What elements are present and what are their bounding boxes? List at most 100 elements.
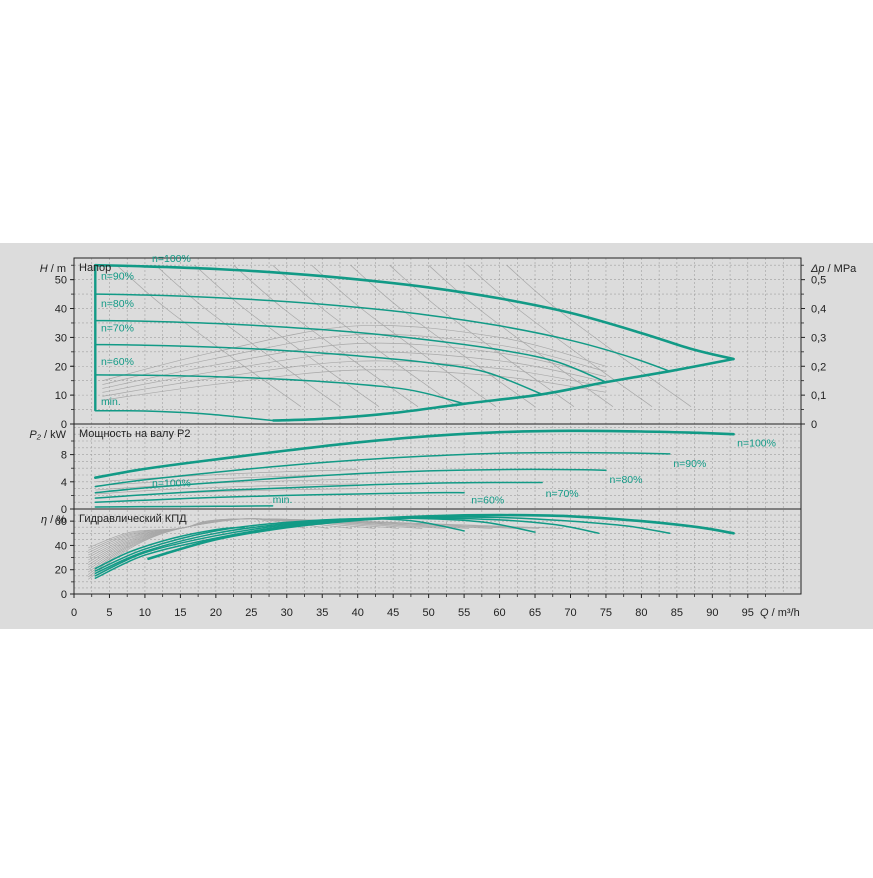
aux-iso-curve — [116, 264, 302, 407]
series-label-power-3: n=70% — [546, 488, 579, 500]
series-head-4 — [94, 374, 465, 405]
x-tick-label: 50 — [423, 607, 435, 619]
y-tick-label: 50 — [55, 275, 67, 287]
y2-tick-label: 0,4 — [811, 304, 826, 316]
y-tick-label: 40 — [55, 304, 67, 316]
x-tick-label: 55 — [458, 607, 470, 619]
x-tick-label: 5 — [106, 607, 112, 619]
series-label-power-1: n=90% — [673, 458, 706, 470]
aux-efficiency-curve — [102, 360, 607, 397]
x-tick-label: 35 — [316, 607, 328, 619]
y2-tick-label: 0,3 — [811, 332, 826, 344]
y2-tick-label: 0,1 — [811, 390, 826, 402]
series-power-3 — [94, 481, 543, 499]
x-axis-unit: / m³/h — [769, 607, 800, 619]
aux-eff-curve — [88, 518, 563, 549]
y-tick-label: 60 — [55, 516, 67, 528]
series-label-head-3: n=70% — [101, 323, 134, 335]
x-tick-label: 30 — [281, 607, 293, 619]
y-tick-label: 10 — [55, 390, 67, 402]
series-label-power-4: n=60% — [471, 495, 504, 507]
y-tick-label: 20 — [55, 361, 67, 373]
series-power-2 — [94, 468, 607, 494]
series-label-power-5: min. — [273, 494, 293, 506]
aux-iso-curve — [233, 264, 419, 407]
x-tick-label: 15 — [174, 607, 186, 619]
aux-iso-curve — [311, 264, 497, 407]
aux-iso-curve — [506, 264, 692, 407]
series-label-head-2: n=80% — [101, 298, 134, 310]
series-head-5 — [94, 409, 274, 422]
series-head-1 — [94, 293, 671, 372]
series-power-4 — [94, 491, 465, 503]
y-axis-unit: / kW — [41, 429, 67, 441]
series-eff-5 — [94, 526, 245, 570]
series-head-0 — [94, 263, 735, 361]
aux-efficiency-curve — [102, 369, 607, 401]
x-tick-label: 65 — [529, 607, 541, 619]
series-label-power-2: n=80% — [609, 474, 642, 486]
aux-iso-curve — [155, 264, 341, 407]
x-tick-label: 95 — [742, 607, 754, 619]
x-axis-label: Q / m³/h — [760, 607, 800, 619]
x-tick-label: 85 — [671, 607, 683, 619]
y-tick-label: 0 — [61, 504, 67, 516]
series-power-0 — [94, 429, 735, 479]
y-tick-label: 30 — [55, 332, 67, 344]
aux-efficiency-curve — [102, 325, 607, 382]
x-axis-symbol: Q — [760, 607, 769, 619]
y2-tick-label: 0,2 — [811, 361, 826, 373]
aux-label-power: n=100% — [152, 478, 191, 490]
y-axis-symbol: η — [41, 514, 47, 526]
series-head-3 — [94, 343, 543, 396]
aux-power-curve — [95, 483, 358, 495]
aux-efficiency-curve — [102, 342, 607, 389]
y-axis-symbol: P₂ — [29, 429, 41, 441]
series-power-1 — [94, 451, 671, 488]
y2-axis-symbol: Δp — [810, 263, 825, 275]
y-axis-label-head: H / m — [40, 263, 66, 275]
y-axis-symbol: H — [40, 263, 48, 275]
series-label-head-5: min. — [101, 396, 121, 408]
y2-axis-label: Δp / MPa — [810, 263, 857, 275]
y2-axis-unit: / MPa — [825, 263, 858, 275]
series-eff-0 — [147, 513, 735, 561]
data-curves — [94, 263, 735, 579]
y-tick-label: 20 — [55, 565, 67, 577]
panel-title-eff: Гидравлический КПД — [79, 513, 187, 525]
x-tick-label: 0 — [71, 607, 77, 619]
x-tick-label: 75 — [600, 607, 612, 619]
x-tick-label: 45 — [387, 607, 399, 619]
series-power-5 — [94, 505, 274, 508]
x-tick-label: 70 — [564, 607, 576, 619]
x-tick-label: 25 — [245, 607, 257, 619]
panel-title-head: Напор — [79, 262, 111, 274]
y-tick-label: 4 — [61, 477, 67, 489]
aux-efficiency-curve — [102, 333, 607, 385]
y-axis-label-power: P₂ / kW — [29, 429, 66, 441]
y2-tick-label: 0,5 — [811, 275, 826, 287]
x-tick-label: 20 — [210, 607, 222, 619]
x-tick-label: 80 — [635, 607, 647, 619]
series-label-head-1: n=90% — [101, 271, 134, 283]
series-label-power-0: n=100% — [737, 437, 776, 449]
series-label-head-0: n=100% — [152, 253, 191, 265]
x-tick-label: 90 — [706, 607, 718, 619]
aux-efficiency-curve — [102, 351, 607, 393]
y-axis-unit: / % — [47, 514, 66, 526]
x-tick-label: 60 — [493, 607, 505, 619]
y-tick-label: 0 — [61, 419, 67, 431]
y2-tick-label: 0 — [811, 419, 817, 431]
x-tick-label: 10 — [139, 607, 151, 619]
y-tick-label: 0 — [61, 589, 67, 601]
aux-iso-curve — [194, 264, 380, 407]
panel-title-power: Мощность на валу P2 — [79, 428, 191, 440]
y-axis-label-eff: η / % — [41, 514, 66, 526]
y-tick-label: 8 — [61, 450, 67, 462]
aux-power-curve — [95, 469, 358, 483]
y-tick-label: 40 — [55, 540, 67, 552]
y-axis-unit: / m — [48, 263, 66, 275]
series-label-head-4: n=60% — [101, 356, 134, 368]
